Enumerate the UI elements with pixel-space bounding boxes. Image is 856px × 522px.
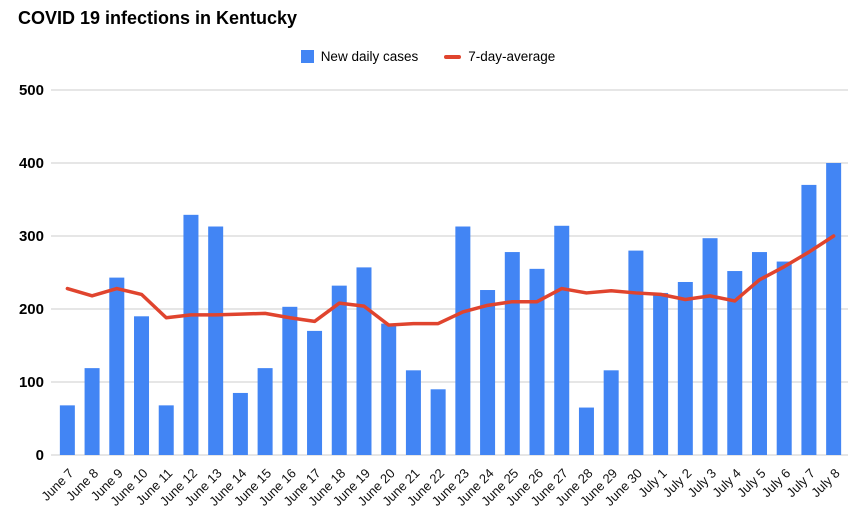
bar-june-24: [480, 290, 496, 455]
bar-june-21: [405, 370, 421, 455]
bar-june-25: [504, 252, 520, 455]
bar-june-27: [554, 225, 570, 455]
bar-june-16: [282, 306, 298, 455]
bar-july-6: [776, 261, 792, 455]
legend-item-7-day-average: 7-day-average: [444, 49, 555, 64]
bar-june-17: [307, 330, 323, 455]
bar-june-15: [257, 368, 273, 455]
bar-series-swatch-icon: [300, 50, 314, 63]
y-axis-tick-label: 100: [19, 374, 44, 391]
y-axis-tick-label: 500: [19, 82, 44, 99]
bar-june-8: [84, 368, 100, 455]
y-axis-tick-label: 300: [19, 228, 44, 245]
bar-june-30: [628, 250, 644, 455]
bar-july-2: [677, 281, 693, 455]
y-axis-tick-label: 400: [19, 155, 44, 172]
chart-title: COVID 19 infections in Kentucky: [18, 8, 298, 28]
bar-june-13: [208, 226, 224, 455]
bar-june-26: [529, 268, 545, 455]
legend-item-new-daily-cases: New daily cases: [300, 49, 419, 64]
bar-june-14: [232, 392, 248, 455]
bar-july-1: [653, 292, 669, 455]
bar-june-12: [183, 214, 199, 455]
bar-june-22: [430, 389, 446, 455]
bar-july-4: [727, 271, 743, 455]
bar-june-23: [455, 226, 471, 455]
bar-june-28: [578, 407, 594, 455]
y-axis-tick-label: 200: [19, 301, 44, 318]
bar-june-9: [109, 277, 125, 455]
y-axis-tick-label: 0: [36, 447, 44, 464]
bar-june-20: [381, 323, 397, 455]
legend-label-7-day-average: 7-day-average: [468, 49, 556, 64]
chart-legend: New daily cases 7-day-average: [0, 49, 856, 64]
bar-june-29: [603, 370, 619, 455]
bar-june-10: [134, 316, 150, 455]
bar-july-7: [801, 184, 817, 455]
legend-label-new-daily-cases: New daily cases: [320, 49, 419, 64]
bar-june-11: [158, 405, 174, 455]
seven-day-average-line: [65, 234, 836, 327]
bar-july-5: [751, 252, 767, 455]
line-series-swatch-icon: [444, 54, 462, 59]
bar-july-3: [702, 238, 718, 455]
x-axis-tick-label: July 8: [808, 466, 843, 501]
bar-june-7: [59, 405, 75, 455]
bar-june-19: [356, 267, 372, 455]
bar-june-18: [331, 285, 347, 455]
bar-july-8: [826, 163, 842, 455]
